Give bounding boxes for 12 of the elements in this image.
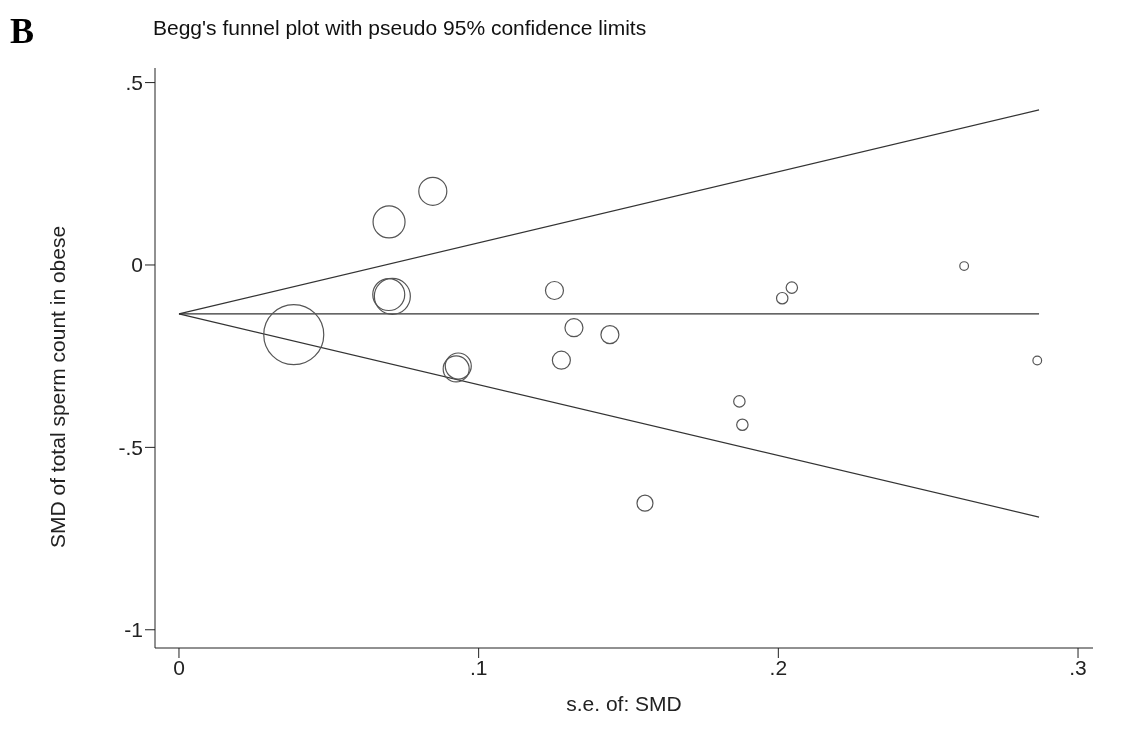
y-tick-label: 0 xyxy=(131,253,143,277)
text: B xyxy=(10,10,35,52)
x-tick-label: .3 xyxy=(1069,655,1087,679)
x-tick-label: 0 xyxy=(173,655,185,679)
y-axis-title: SMD of total sperm count in obese xyxy=(46,225,70,548)
x-tick-label: .2 xyxy=(769,655,788,679)
y-tick-label: -1 xyxy=(124,618,143,642)
x-axis-title: s.e. of: SMD xyxy=(566,692,682,715)
x-tick-label: .1 xyxy=(469,655,488,679)
chart-title: Begg's funnel plot with pseudo 95% confidence limits xyxy=(153,16,647,40)
y-tick-label: .5 xyxy=(125,71,143,95)
y-tick-label: -.5 xyxy=(118,435,143,459)
